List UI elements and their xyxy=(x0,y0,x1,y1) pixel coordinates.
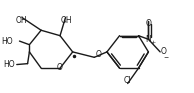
Text: O: O xyxy=(146,19,151,28)
Text: O: O xyxy=(57,63,63,72)
Text: O: O xyxy=(95,50,101,59)
Text: O: O xyxy=(161,47,167,56)
Text: HO: HO xyxy=(3,60,15,69)
Text: −: − xyxy=(163,54,168,59)
Text: OH: OH xyxy=(61,16,72,25)
Text: HO: HO xyxy=(2,37,13,46)
Text: OH: OH xyxy=(16,16,27,25)
Text: Cl: Cl xyxy=(124,76,132,85)
Text: N: N xyxy=(146,35,151,44)
Text: +: + xyxy=(150,40,156,45)
